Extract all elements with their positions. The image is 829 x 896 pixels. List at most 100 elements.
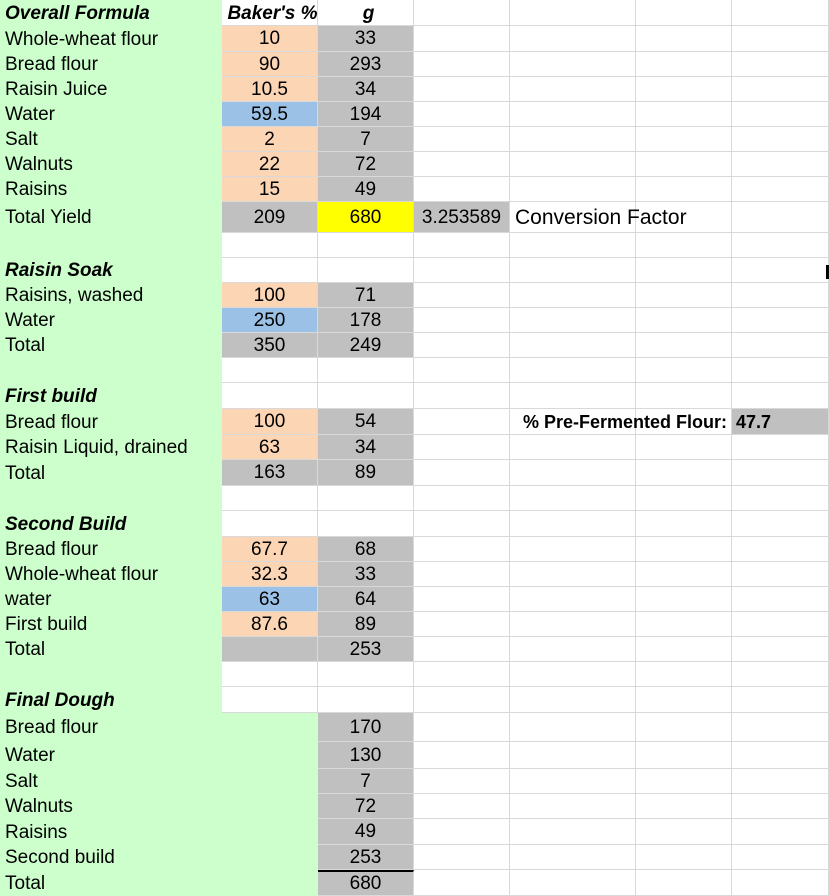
grams-cell[interactable]: 68	[318, 537, 414, 562]
grid-cell[interactable]	[510, 383, 636, 409]
grid-cell[interactable]	[318, 258, 414, 283]
grid-cell[interactable]	[414, 713, 510, 742]
grid-cell[interactable]	[636, 637, 732, 662]
grid-cell[interactable]	[510, 511, 636, 537]
grid-cell[interactable]	[636, 819, 732, 845]
grams-cell[interactable]: 72	[318, 794, 414, 819]
grid-cell[interactable]	[636, 258, 732, 283]
grid-cell[interactable]	[636, 383, 732, 409]
grams-cell[interactable]: 54	[318, 409, 414, 435]
grid-cell[interactable]	[732, 637, 829, 662]
grid-cell[interactable]	[414, 333, 510, 358]
grid-cell[interactable]	[510, 77, 636, 102]
grid-cell[interactable]	[510, 127, 636, 152]
grid-cell[interactable]	[636, 283, 732, 308]
grid-cell[interactable]	[510, 435, 636, 460]
grid-cell[interactable]	[414, 283, 510, 308]
grid-cell[interactable]	[414, 587, 510, 612]
grid-cell[interactable]	[414, 358, 510, 383]
grid-cell[interactable]	[732, 177, 829, 202]
grid-cell[interactable]	[318, 358, 414, 383]
grid-cell[interactable]	[732, 152, 829, 177]
grid-cell[interactable]	[414, 435, 510, 460]
grams-cell[interactable]: 89	[318, 612, 414, 637]
grid-cell[interactable]	[732, 742, 829, 769]
grid-cell[interactable]	[510, 258, 636, 283]
grid-cell[interactable]	[636, 587, 732, 612]
grid-cell[interactable]	[732, 562, 829, 587]
grid-cell[interactable]	[222, 687, 318, 713]
grid-cell[interactable]	[636, 77, 732, 102]
grid-cell[interactable]	[732, 358, 829, 383]
grid-cell[interactable]	[636, 460, 732, 486]
grid-cell[interactable]	[510, 870, 636, 896]
grid-cell[interactable]	[636, 870, 732, 896]
grid-cell[interactable]	[732, 102, 829, 127]
grid-cell[interactable]	[414, 537, 510, 562]
grid-cell[interactable]	[732, 819, 829, 845]
grams-cell[interactable]: 194	[318, 102, 414, 127]
grid-cell[interactable]	[732, 283, 829, 308]
percent-cell[interactable]: 32.3	[222, 562, 318, 587]
grid-cell[interactable]	[732, 845, 829, 870]
grid-cell[interactable]	[636, 177, 732, 202]
grid-cell[interactable]	[732, 713, 829, 742]
grams-cell[interactable]: 71	[318, 283, 414, 308]
grid-cell[interactable]	[510, 562, 636, 587]
grid-cell[interactable]	[636, 333, 732, 358]
grid-cell[interactable]	[510, 308, 636, 333]
grid-cell[interactable]	[636, 687, 732, 713]
grid-cell[interactable]	[510, 460, 636, 486]
grid-cell[interactable]	[222, 258, 318, 283]
grid-cell[interactable]	[318, 486, 414, 511]
grid-cell[interactable]	[414, 612, 510, 637]
grid-cell[interactable]	[732, 769, 829, 794]
grid-cell[interactable]	[414, 258, 510, 283]
grid-cell[interactable]	[732, 612, 829, 637]
grid-cell[interactable]	[414, 308, 510, 333]
grid-cell[interactable]	[222, 511, 318, 537]
grid-cell[interactable]	[510, 0, 636, 26]
grid-cell[interactable]	[318, 511, 414, 537]
grid-cell[interactable]	[732, 26, 829, 52]
grid-cell[interactable]	[510, 612, 636, 637]
percent-cell[interactable]: 250	[222, 308, 318, 333]
conversion-factor-value[interactable]: 3.253589	[414, 202, 510, 233]
percent-cell[interactable]: 10	[222, 26, 318, 52]
grid-cell[interactable]	[414, 486, 510, 511]
grams-cell[interactable]: 130	[318, 742, 414, 769]
grid-cell[interactable]	[732, 537, 829, 562]
grid-cell[interactable]	[222, 233, 318, 258]
percent-cell[interactable]: 100	[222, 283, 318, 308]
grid-cell[interactable]	[510, 333, 636, 358]
total-grams-cell[interactable]: 249	[318, 333, 414, 358]
grid-cell[interactable]	[510, 742, 636, 769]
grid-cell[interactable]	[510, 102, 636, 127]
grid-cell[interactable]	[414, 742, 510, 769]
grams-cell[interactable]: 72	[318, 152, 414, 177]
pre-fermented-flour-value[interactable]: 47.7	[732, 409, 829, 435]
grid-cell[interactable]	[636, 486, 732, 511]
total-percent-cell[interactable]: 163	[222, 460, 318, 486]
grid-cell[interactable]	[414, 687, 510, 713]
grid-cell[interactable]	[636, 0, 732, 26]
grams-cell[interactable]: 7	[318, 127, 414, 152]
grid-cell[interactable]	[636, 52, 732, 77]
grid-cell[interactable]	[732, 258, 829, 283]
grid-cell[interactable]	[318, 662, 414, 687]
grid-cell[interactable]	[414, 662, 510, 687]
grid-cell[interactable]	[414, 511, 510, 537]
percent-cell[interactable]: 10.5	[222, 77, 318, 102]
grid-cell[interactable]	[222, 486, 318, 511]
grid-cell[interactable]	[414, 152, 510, 177]
percent-cell[interactable]: 22	[222, 152, 318, 177]
grid-cell[interactable]	[510, 713, 636, 742]
grams-cell[interactable]: 33	[318, 26, 414, 52]
grid-cell[interactable]	[414, 769, 510, 794]
grid-cell[interactable]	[318, 687, 414, 713]
percent-cell[interactable]: 67.7	[222, 537, 318, 562]
grams-cell[interactable]: 253	[318, 845, 414, 870]
grid-cell[interactable]	[636, 794, 732, 819]
grid-cell[interactable]	[510, 233, 636, 258]
grams-cell[interactable]: 178	[318, 308, 414, 333]
